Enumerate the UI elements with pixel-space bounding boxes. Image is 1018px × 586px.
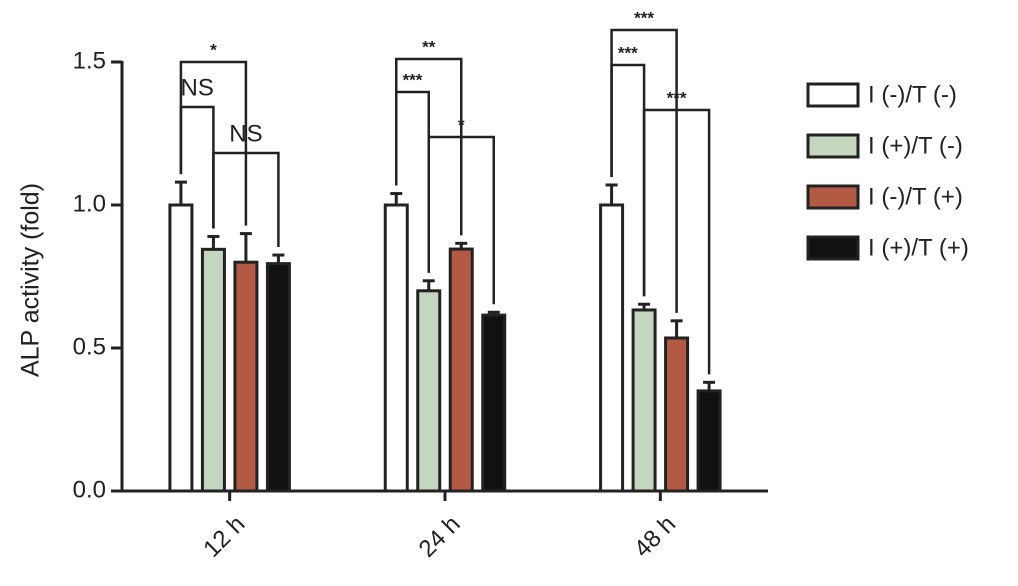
x-tick-label: 24 h: [414, 511, 466, 563]
significance-bracket: [212, 151, 280, 248]
significance-label: *: [210, 40, 217, 59]
bar: [631, 308, 657, 493]
bar: [383, 203, 409, 493]
bar: [233, 260, 259, 493]
significance-label: NS: [180, 74, 213, 101]
y-tick-label: 1.0: [73, 190, 106, 217]
legend-label: I (-)/T (-): [868, 81, 957, 108]
legend-label: I (-)/T (+): [868, 183, 963, 210]
bar: [696, 389, 722, 493]
bar: [168, 203, 194, 493]
significance-label: ***: [634, 8, 654, 27]
significance-label: ***: [403, 70, 423, 89]
y-tick-label: 0.0: [73, 476, 106, 503]
x-tick-label: 48 h: [629, 511, 681, 563]
significance-bracket: [427, 135, 495, 305]
bar: [265, 262, 291, 493]
y-tick-label: 1.5: [73, 47, 106, 74]
legend-label: I (+)/T (+): [868, 234, 969, 261]
significance-label: **: [422, 37, 436, 56]
legend-swatch: [806, 82, 860, 108]
bar: [481, 313, 507, 493]
significance-label: *: [458, 115, 465, 134]
bar: [448, 247, 474, 493]
significance-label: NS: [229, 120, 262, 147]
x-tick-label: 12 h: [198, 511, 250, 563]
bar: [416, 289, 442, 493]
bar: [200, 247, 226, 493]
legend-swatch: [806, 184, 860, 210]
significance-label: ***: [618, 43, 638, 62]
y-axis-label: ALP activity (fold): [17, 183, 45, 377]
significance-label: ***: [667, 88, 687, 107]
bar: [664, 336, 690, 493]
legend-swatch: [806, 235, 860, 261]
bar: [599, 203, 625, 493]
significance-bracket: [642, 108, 711, 375]
legend-swatch: [806, 133, 860, 159]
y-tick-label: 0.5: [73, 333, 106, 360]
legend-label: I (+)/T (-): [868, 132, 963, 159]
